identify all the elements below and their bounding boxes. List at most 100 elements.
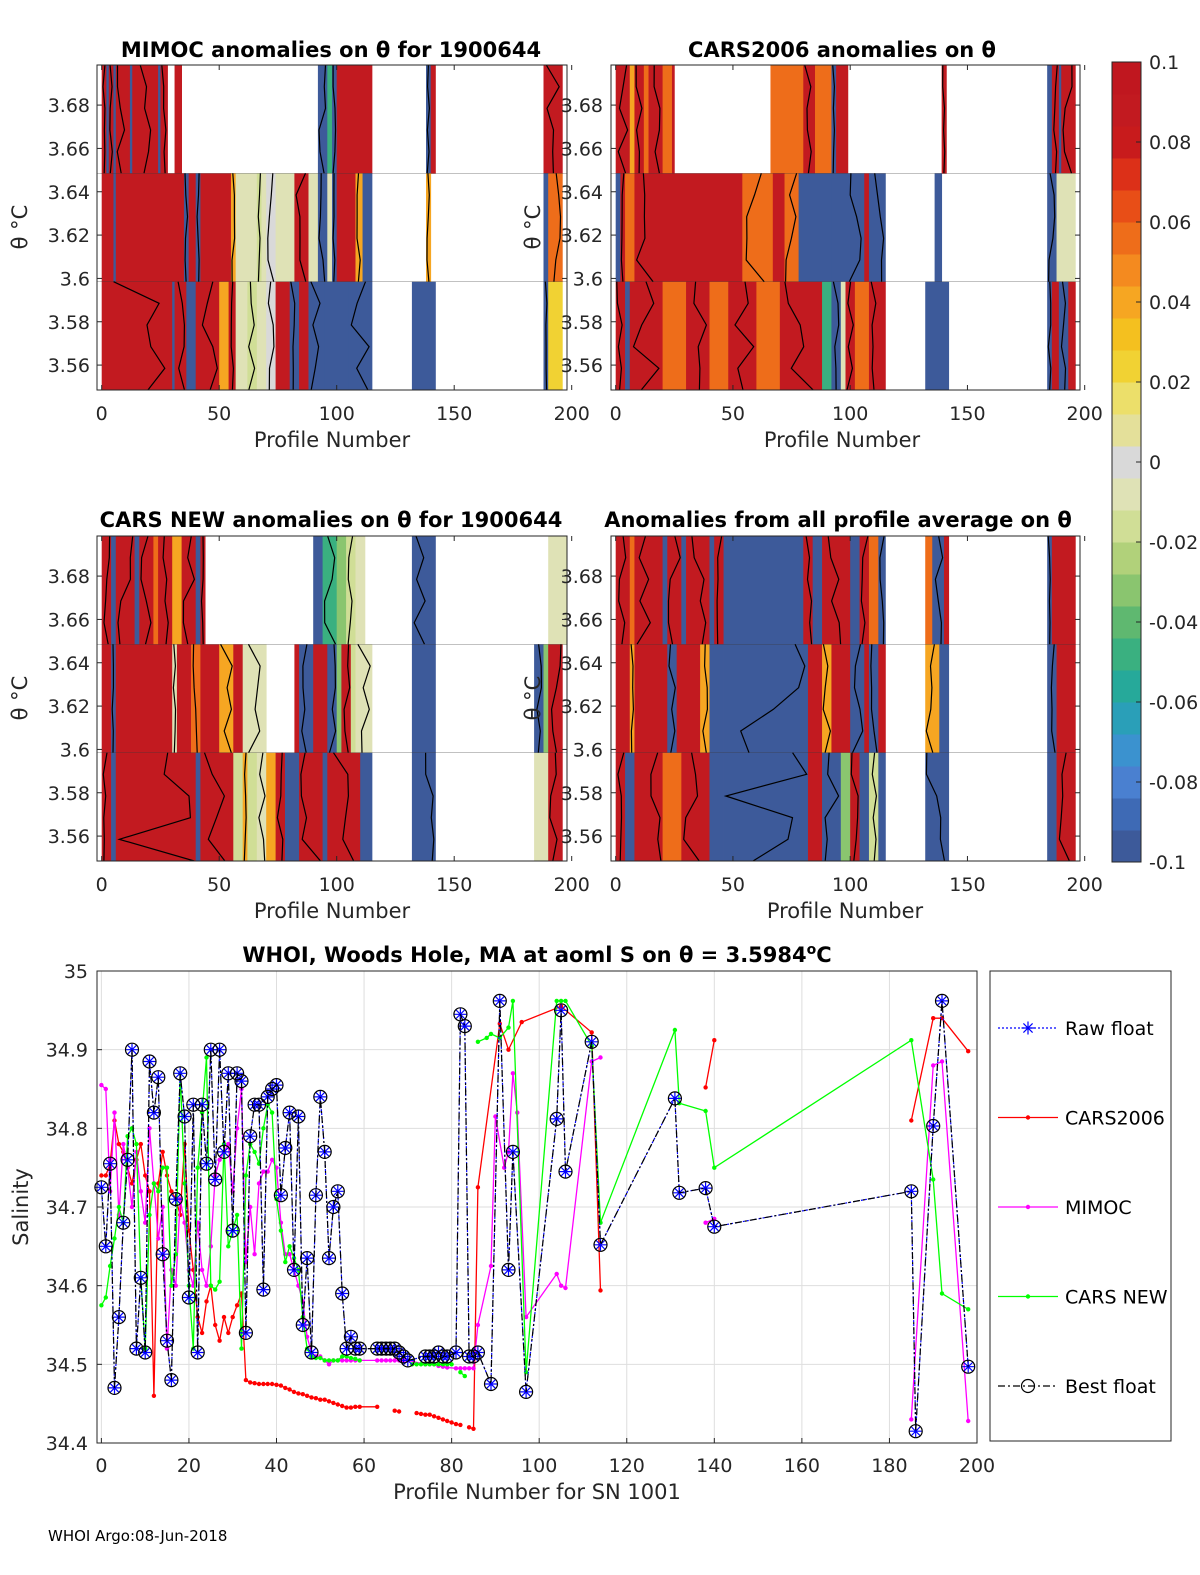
data-point — [199, 1330, 205, 1336]
contour-line — [318, 65, 327, 174]
heatmap-cell — [186, 281, 197, 390]
data-point — [323, 1252, 335, 1265]
contour-line — [850, 752, 859, 861]
contour-line — [635, 173, 654, 283]
cars2006-contour-lines — [611, 65, 1080, 390]
anomaly-colorbar: 0.1 0.08 0.06 0.04 0.02 0 -0.02 -0.04 -0.06 -0.08… — [1111, 52, 1198, 874]
data-point — [523, 1314, 529, 1320]
data-point — [278, 1383, 284, 1388]
data-point — [400, 1353, 415, 1368]
contour-line — [109, 65, 113, 174]
x-tick-label: 150 — [949, 403, 985, 425]
contour-line — [196, 173, 200, 282]
heatmap-cell — [662, 65, 673, 174]
data-point — [348, 1341, 363, 1356]
mimoc-panel-title: MIMOC anomalies on θ for 1900644 — [121, 38, 541, 62]
cars-new-contour-lines — [97, 536, 567, 861]
data-point — [939, 1059, 945, 1064]
contour-line — [247, 644, 261, 753]
data-point — [550, 1112, 563, 1125]
contour-line — [804, 65, 812, 174]
contour-line — [832, 65, 836, 174]
contour-line — [942, 65, 946, 174]
data-point — [208, 1283, 213, 1288]
data-point — [234, 1073, 249, 1089]
colorbar-tick-label: -0.02 — [1149, 532, 1198, 554]
all-profile-panel-title: Anomalies from all profile average on θ — [604, 508, 1072, 532]
data-point — [133, 1270, 148, 1285]
data-point — [238, 1325, 253, 1341]
data-point — [313, 1089, 328, 1105]
data-point — [392, 1408, 397, 1413]
data-point — [204, 1055, 209, 1060]
contour-line — [1050, 644, 1056, 753]
data-point — [155, 1247, 170, 1262]
contour-line — [824, 752, 840, 861]
heatmap-cell — [770, 65, 804, 174]
contour-line — [248, 281, 256, 390]
data-point — [453, 1421, 459, 1427]
data-point — [518, 1384, 534, 1400]
contour-line — [667, 536, 681, 645]
data-point — [134, 1141, 139, 1147]
data-point — [471, 1426, 476, 1432]
heatmap-cell — [101, 281, 173, 390]
data-point — [129, 1204, 135, 1210]
heatmap-cell — [235, 281, 248, 390]
data-point — [243, 1377, 249, 1383]
x-tick-label: 120 — [609, 1455, 645, 1477]
data-point — [462, 1373, 467, 1379]
data-point — [909, 1425, 922, 1438]
data-point — [931, 1063, 936, 1068]
heatmap-cell — [831, 173, 865, 283]
colorbar-tick-label: 0 — [1149, 452, 1161, 474]
data-point — [216, 1144, 232, 1160]
legend-box — [989, 970, 1172, 1442]
heatmap-cell — [289, 281, 300, 390]
legend-label: Best float — [1065, 1376, 1156, 1398]
data-point — [265, 1081, 280, 1097]
data-point — [598, 1055, 603, 1060]
colorbar-swatch — [1112, 574, 1141, 607]
heatmap-cell — [756, 281, 781, 390]
contour-line — [925, 644, 935, 753]
data-point — [256, 1381, 262, 1387]
data-point — [287, 1387, 292, 1392]
contour-line — [184, 173, 189, 282]
data-point — [475, 1039, 481, 1045]
data-point — [519, 1019, 524, 1025]
data-point — [103, 1086, 109, 1092]
contour-line — [691, 536, 707, 645]
data-point — [453, 1366, 459, 1371]
x-tick-label: 100 — [319, 403, 355, 425]
mimoc-y-ticks: 3.56 3.58 3.6 3.62 3.64 3.66 3.68 — [48, 95, 567, 377]
data-point — [269, 1077, 284, 1093]
heatmap-cell — [101, 644, 112, 754]
heatmap-cell — [925, 536, 933, 645]
heatmap-cell — [634, 644, 668, 754]
data-point — [177, 1109, 192, 1124]
data-point — [103, 1173, 109, 1178]
data-point — [278, 1228, 284, 1233]
y-tick-label: 3.6 — [60, 268, 90, 290]
heatmap-cell — [113, 65, 117, 174]
contour-line — [161, 65, 167, 174]
data-point — [435, 1349, 450, 1364]
data-point — [340, 1403, 345, 1409]
y-tick-label: 35 — [64, 961, 88, 983]
contour-line — [874, 173, 885, 282]
data-point — [151, 1181, 157, 1186]
data-point — [142, 1054, 157, 1069]
data-point — [340, 1354, 345, 1359]
all-profile-contour-lines — [611, 536, 1080, 861]
contour-line — [140, 536, 152, 645]
data-point — [449, 1362, 454, 1367]
heatmap-cell — [850, 536, 860, 645]
y-tick-label: 3.58 — [48, 312, 90, 334]
data-point — [392, 1358, 397, 1363]
data-point — [326, 1399, 332, 1404]
data-point — [213, 1322, 218, 1328]
data-point — [414, 1410, 419, 1416]
heatmap-cell — [803, 536, 814, 645]
data-point — [269, 1157, 275, 1163]
